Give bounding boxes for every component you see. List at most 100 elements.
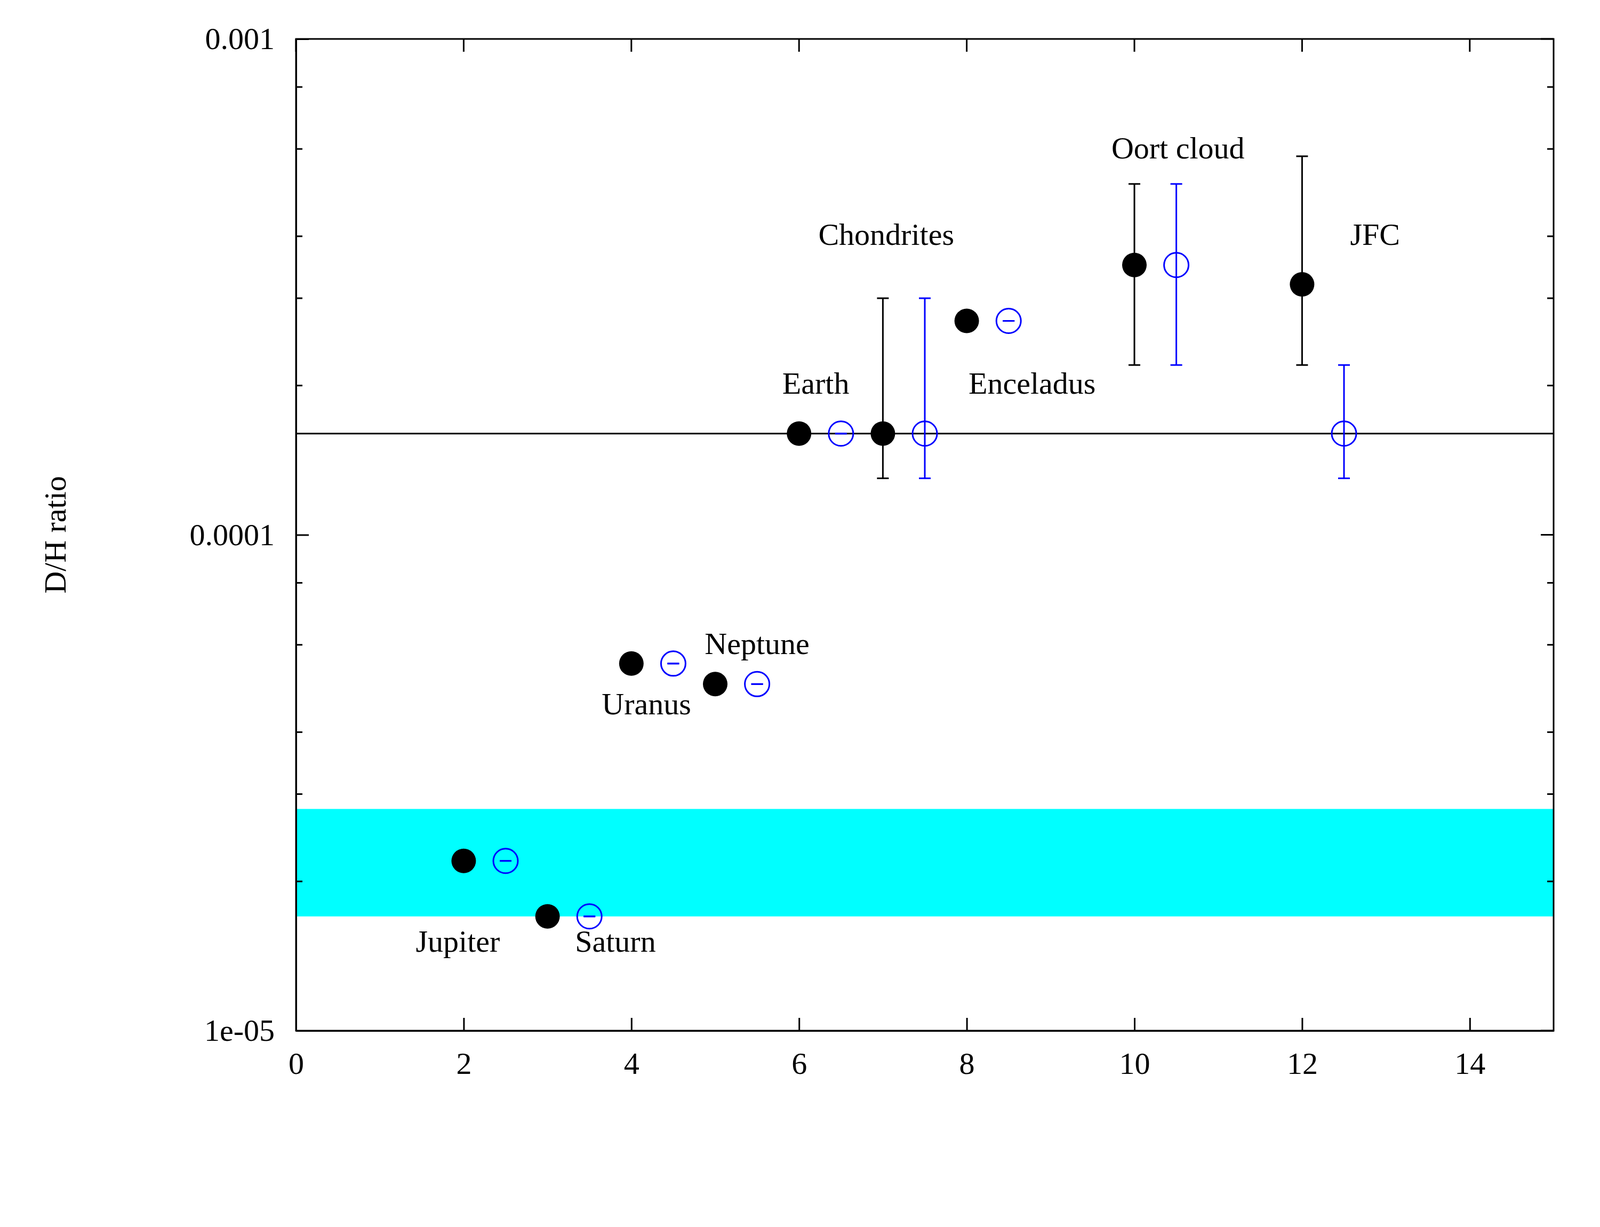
x-tick: 8 [959, 1017, 975, 1081]
y-minor-tick [1547, 297, 1554, 300]
error-bar-cap [667, 662, 679, 664]
x-tick-mark [1469, 1017, 1471, 1031]
error-bar [667, 662, 679, 664]
y-minor-tick [296, 86, 303, 88]
error-bar-cap [751, 683, 764, 685]
y-tick-mark-right [1540, 533, 1554, 536]
x-tick-mark [630, 1017, 633, 1031]
x-tick-label: 4 [624, 1045, 640, 1081]
error-bar-cap [1170, 364, 1183, 366]
x-tick-mark-top [630, 38, 632, 52]
error-bar-cap [583, 915, 596, 917]
point [786, 421, 812, 446]
error-bar [499, 860, 512, 861]
error-bar-cap [1002, 320, 1015, 322]
y-minor-tick [1547, 384, 1554, 387]
y-tick-label: 0.001 [205, 21, 276, 56]
y-minor-tick [296, 148, 303, 150]
x-tick-mark-top [1301, 38, 1303, 52]
x-tick: 12 [1286, 1017, 1318, 1081]
chart: 1e-050.00010.00102468101214JupiterSaturn… [0, 0, 1600, 1227]
error-bar-cap [1128, 364, 1141, 366]
error-bar-cap [499, 859, 512, 862]
plot: 1e-050.00010.00102468101214JupiterSaturn… [189, 21, 1555, 1081]
y-minor-tick [296, 581, 303, 584]
series [451, 156, 1315, 929]
x-tick-label: 2 [456, 1045, 472, 1081]
y-minor-tick [1547, 148, 1554, 150]
annotation: Uranus [601, 686, 692, 722]
x-tick-mark-top [295, 38, 298, 52]
point [828, 421, 854, 446]
x-tick-label: 10 [1119, 1045, 1151, 1081]
y-minor-tick [1547, 731, 1554, 733]
point [619, 651, 644, 676]
x-axis: 02468101214 [288, 1017, 1555, 1081]
y-tick-label: 0.0001 [189, 517, 276, 552]
x-tick: 14 [1454, 1017, 1486, 1081]
y-tick-mark [296, 534, 309, 536]
point [996, 308, 1021, 334]
band [296, 808, 1554, 916]
error-bar-cap [918, 477, 931, 479]
y-minor-tick [296, 880, 303, 883]
y-minor-tick [1547, 581, 1554, 584]
y-tick-mark-right [1540, 38, 1554, 40]
y-tick: 0.0001 [189, 517, 310, 552]
error-bar-cap [1002, 320, 1015, 322]
annotation: JFC [1349, 217, 1400, 252]
x-tick: 4 [624, 1017, 640, 1081]
point [1331, 421, 1357, 446]
error-bar-cap [1128, 182, 1141, 185]
error-bar [835, 433, 847, 434]
error-bar-cap [835, 432, 847, 435]
error-bar-cap [499, 859, 512, 862]
annotation: Enceladus [968, 365, 1096, 401]
point [954, 308, 980, 334]
x-tick-mark-top [798, 38, 800, 52]
y-tick-label: 1e-05 [204, 1012, 275, 1048]
error-bar-cap [1338, 477, 1350, 479]
error-bar-cap [751, 683, 764, 685]
point [451, 848, 476, 874]
x-tick-mark-top [1468, 38, 1471, 52]
y-minor-tick [296, 297, 303, 300]
point [1164, 252, 1189, 278]
annotation: Oort cloud [1111, 130, 1245, 166]
annotation: Neptune [704, 626, 810, 661]
point [702, 671, 728, 696]
error-bar [1002, 320, 1015, 322]
error-bar-cap [876, 477, 889, 479]
error-bar-cap [918, 297, 931, 300]
y-minor-tick [296, 731, 303, 733]
point [912, 421, 938, 446]
x-tick: 6 [791, 1017, 807, 1081]
annotation: Earth [782, 365, 850, 401]
y-minor-tick [1547, 880, 1554, 883]
annotation: Saturn [574, 923, 656, 959]
error-bar [583, 915, 596, 917]
error-bar-cap [1170, 182, 1183, 185]
error-bar-cap [1296, 155, 1308, 157]
x-tick-mark [1133, 1017, 1136, 1031]
y-minor-tick [296, 384, 303, 387]
point [745, 671, 770, 696]
x-tick: 10 [1119, 1017, 1151, 1081]
error-bar [876, 298, 889, 479]
plot-frame [296, 38, 1554, 1031]
y-minor-tick [1547, 235, 1554, 237]
error-bar [918, 298, 931, 479]
y-tick-mark [296, 38, 309, 40]
point [870, 421, 895, 446]
error-bar-cap [667, 662, 679, 664]
y-minor-tick [1547, 643, 1554, 646]
point [535, 904, 560, 929]
annotation: Chondrites [818, 217, 955, 252]
extra-ticks [296, 38, 1554, 1031]
error-bar [751, 683, 764, 685]
x-tick-mark [1301, 1017, 1303, 1031]
error-bar-cap [583, 915, 596, 917]
x-tick-mark [798, 1017, 800, 1031]
x-tick-mark-top [1133, 38, 1136, 52]
point [660, 651, 686, 676]
